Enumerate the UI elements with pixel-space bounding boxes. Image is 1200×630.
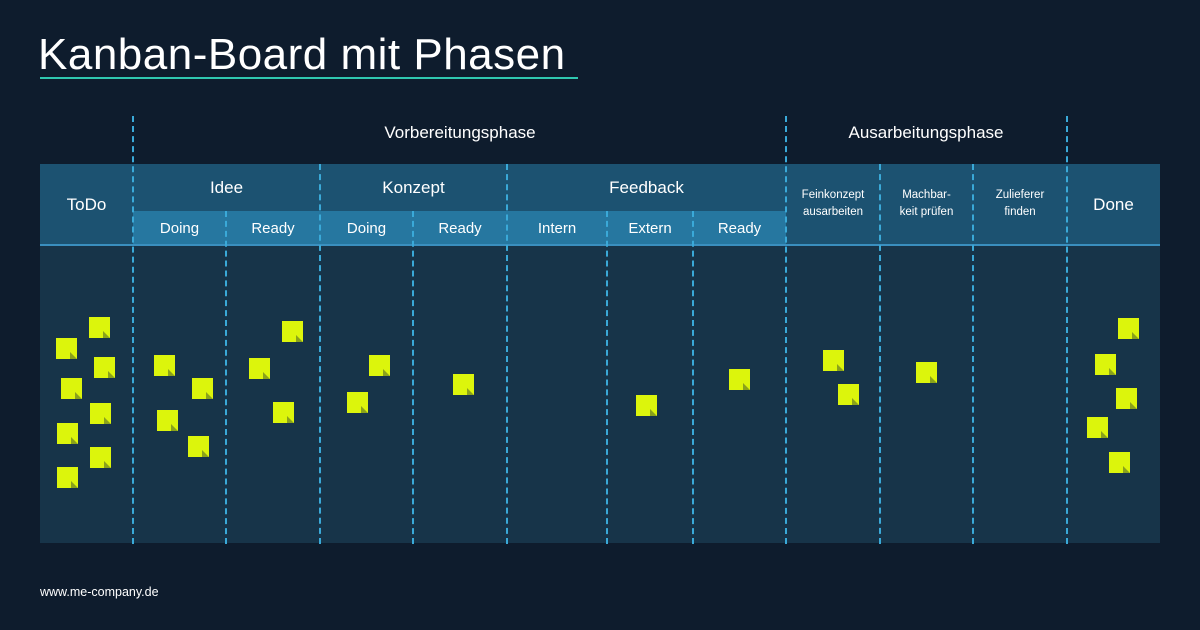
column-zulieferer: Zulieferer finden [973,187,1067,221]
sticky-note-feedback-extern[interactable] [636,395,657,416]
column-feedback-ready: Ready [717,220,762,237]
board-subheader-row [133,211,786,245]
sticky-note-todo[interactable] [57,423,78,444]
column-feinkonzept-line1: Feinkonzept [801,189,865,201]
sticky-note-todo[interactable] [56,338,77,359]
sticky-note-feinkonzept[interactable] [838,384,859,405]
sticky-note-idee-doing[interactable] [192,378,213,399]
sticky-note-done[interactable] [1095,354,1116,375]
sticky-note-feedback-ready[interactable] [729,369,750,390]
column-divider [412,211,414,544]
phase-label-elaboration: Ausarbeitungsphase [848,123,1004,142]
sticky-note-done[interactable] [1118,318,1139,339]
phase-divider [1066,116,1068,544]
column-divider [225,211,227,544]
phase-divider [132,116,134,544]
sticky-note-idee-doing[interactable] [154,355,175,376]
column-machbarkeit-line2: keit prüfen [899,206,954,218]
column-divider [879,164,881,544]
sticky-note-done[interactable] [1109,452,1130,473]
sticky-note-todo[interactable] [94,357,115,378]
column-idee-ready: Ready [251,220,295,237]
phase-divider [785,116,787,544]
column-feedback-intern: Intern [537,220,577,237]
column-divider [606,211,608,544]
sticky-note-idee-ready[interactable] [282,321,303,342]
sticky-note-idee-ready[interactable] [249,358,270,379]
sticky-note-done[interactable] [1087,417,1108,438]
sticky-note-konzept-doing[interactable] [347,392,368,413]
column-feedback-extern: Extern [628,220,672,237]
sticky-note-feinkonzept[interactable] [823,350,844,371]
sticky-note-todo[interactable] [61,378,82,399]
group-idee: Idee [209,178,244,197]
column-konzept-ready: Ready [438,220,482,237]
sticky-note-idee-doing[interactable] [188,436,209,457]
sticky-note-machbarkeit[interactable] [916,362,937,383]
sticky-note-idee-doing[interactable] [157,410,178,431]
column-zulieferer-line1: Zulieferer [995,189,1045,201]
column-done: Done [1093,195,1134,214]
column-divider [692,211,694,544]
sticky-note-todo[interactable] [90,403,111,424]
column-machbarkeit-line1: Machbar- [902,189,951,201]
column-feinkonzept: Feinkonzept ausarbeiten [786,187,880,221]
column-todo: ToDo [66,195,107,214]
group-feedback: Feedback [609,178,684,197]
footer-url[interactable]: www.me-company.de [40,585,159,599]
column-divider [972,164,974,544]
phase-label-preparation: Vorbereitungsphase [384,123,536,142]
header-bottom-line [40,244,1160,246]
column-machbarkeit: Machbar- keit prüfen [880,187,973,221]
column-idee-doing: Doing [159,220,200,237]
title-underline [40,77,578,79]
column-divider [319,164,321,544]
sticky-note-todo[interactable] [89,317,110,338]
column-konzept-doing: Doing [346,220,387,237]
column-zulieferer-line2: finden [1004,206,1036,218]
sticky-note-todo[interactable] [57,467,78,488]
sticky-note-idee-ready[interactable] [273,402,294,423]
sticky-note-konzept-doing[interactable] [369,355,390,376]
sticky-note-konzept-ready[interactable] [453,374,474,395]
group-konzept: Konzept [382,178,445,197]
sticky-note-todo[interactable] [90,447,111,468]
column-divider [506,164,508,544]
column-feinkonzept-line2: ausarbeiten [802,206,864,218]
page-title: Kanban-Board mit Phasen [38,30,566,79]
sticky-note-done[interactable] [1116,388,1137,409]
